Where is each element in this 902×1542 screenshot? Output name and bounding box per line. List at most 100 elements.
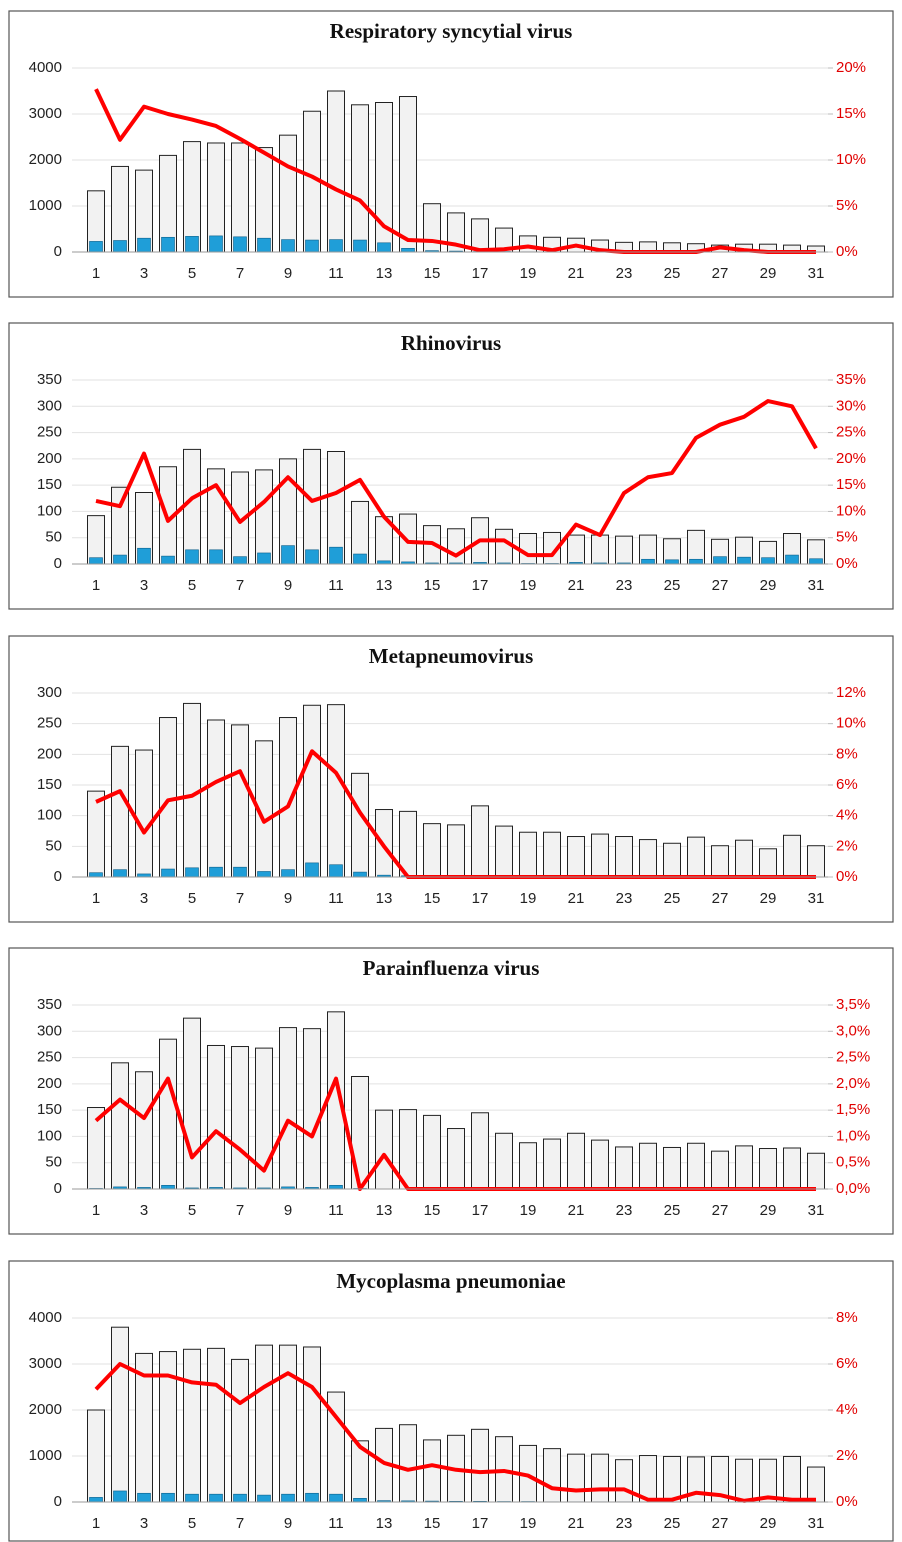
positive-bar	[713, 556, 727, 565]
total-bar	[303, 448, 321, 565]
x-tick-label: 7	[236, 577, 244, 594]
y-tick-label: 2000	[29, 151, 62, 168]
y2-tick-label: 10%	[836, 151, 866, 168]
x-tick-label: 7	[236, 1515, 244, 1532]
y-tick-label: 0	[54, 555, 62, 572]
x-tick-label: 25	[664, 1515, 681, 1532]
y2-tick-label: 5%	[836, 197, 858, 214]
y2-tick-label: 35%	[836, 371, 866, 388]
chart-title: Metapneumovirus	[369, 644, 534, 668]
total-bar	[687, 1142, 705, 1190]
x-tick-label: 17	[472, 265, 489, 282]
x-tick-label: 23	[616, 1202, 633, 1219]
x-tick-label: 17	[472, 577, 489, 594]
x-tick-label: 31	[808, 890, 825, 907]
y-tick-label: 50	[45, 1154, 62, 1171]
total-bar	[615, 535, 633, 565]
positive-bar	[737, 556, 751, 565]
y2-tick-label: 0%	[836, 868, 858, 885]
y2-tick-label: 3,5%	[836, 996, 870, 1013]
y-tick-label: 250	[37, 1049, 62, 1066]
y-tick-label: 3000	[29, 105, 62, 122]
total-bar	[303, 1346, 321, 1503]
x-tick-label: 21	[568, 1515, 585, 1532]
x-tick-label: 5	[188, 1202, 196, 1219]
y-tick-label: 50	[45, 529, 62, 546]
positive-bar	[185, 867, 199, 878]
y2-tick-label: 15%	[836, 105, 866, 122]
y2-tick-label: 10%	[836, 715, 866, 732]
y-tick-label: 50	[45, 837, 62, 854]
x-tick-label: 19	[520, 265, 537, 282]
total-bar	[447, 1128, 465, 1190]
x-tick-label: 15	[424, 577, 441, 594]
x-tick-label: 3	[140, 1202, 148, 1219]
total-bar	[711, 1150, 729, 1190]
x-tick-label: 25	[664, 1202, 681, 1219]
total-bar	[231, 1358, 249, 1503]
total-bar	[519, 1142, 537, 1190]
total-bar	[183, 448, 201, 565]
positive-bar	[329, 864, 343, 878]
total-bar	[279, 1027, 297, 1190]
total-bar	[111, 1062, 129, 1190]
y-tick-label: 350	[37, 371, 62, 388]
positive-bar	[281, 869, 295, 878]
x-tick-label: 17	[472, 1515, 489, 1532]
x-tick-label: 11	[328, 265, 344, 282]
x-tick-label: 31	[808, 265, 825, 282]
x-tick-label: 23	[616, 577, 633, 594]
y-tick-label: 150	[37, 476, 62, 493]
y-tick-label: 0	[54, 243, 62, 260]
total-bar	[255, 469, 273, 565]
total-bar	[231, 1046, 249, 1190]
x-tick-label: 17	[472, 1202, 489, 1219]
positive-bar	[329, 546, 343, 565]
x-tick-label: 21	[568, 1202, 585, 1219]
y-tick-label: 300	[37, 684, 62, 701]
chart-title: Rhinovirus	[401, 331, 501, 355]
positive-bar	[377, 242, 391, 253]
total-bar	[615, 836, 633, 878]
positive-bar	[209, 866, 223, 878]
total-bar	[591, 1139, 609, 1190]
x-tick-label: 27	[712, 265, 729, 282]
x-tick-label: 1	[92, 577, 100, 594]
y-tick-label: 3000	[29, 1355, 62, 1372]
total-bar	[351, 772, 369, 878]
positive-bar	[185, 1493, 199, 1503]
y2-tick-label: 15%	[836, 476, 866, 493]
panel-frame	[8, 322, 894, 610]
y2-tick-label: 0%	[836, 555, 858, 572]
positive-bar	[209, 549, 223, 565]
y2-tick-label: 2,0%	[836, 1075, 870, 1092]
x-tick-label: 13	[376, 890, 393, 907]
total-bar	[591, 534, 609, 565]
total-bar	[447, 824, 465, 878]
total-bar	[519, 831, 537, 878]
total-bar	[423, 203, 441, 253]
positive-bar	[89, 1497, 103, 1503]
positive-bar	[89, 872, 103, 878]
positive-bar	[233, 1493, 247, 1503]
positive-bar	[329, 239, 343, 253]
x-tick-label: 11	[328, 890, 344, 907]
y-tick-label: 300	[37, 1022, 62, 1039]
y-tick-label: 0	[54, 1180, 62, 1197]
y-tick-label: 200	[37, 1075, 62, 1092]
x-tick-label: 27	[712, 890, 729, 907]
positive-bar	[257, 871, 271, 878]
y2-tick-label: 0%	[836, 243, 858, 260]
x-tick-label: 3	[140, 577, 148, 594]
positive-bar	[329, 1493, 343, 1503]
total-bar	[87, 515, 105, 565]
total-bar	[663, 842, 681, 878]
total-bar	[567, 534, 585, 565]
x-tick-label: 13	[376, 265, 393, 282]
x-tick-label: 9	[284, 1202, 292, 1219]
x-tick-label: 27	[712, 577, 729, 594]
y2-tick-label: 0,5%	[836, 1154, 870, 1171]
y-tick-label: 100	[37, 502, 62, 519]
positive-bar	[281, 239, 295, 253]
